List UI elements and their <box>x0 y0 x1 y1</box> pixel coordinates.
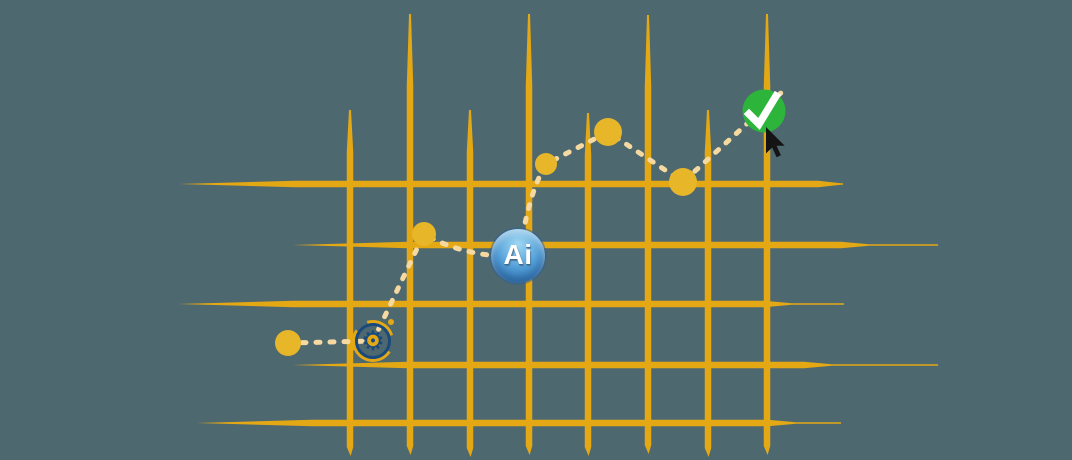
data-point-dot <box>594 118 622 146</box>
gear-cog-glyph: ⚙ <box>360 325 386 357</box>
grid-vertical-line <box>406 14 414 455</box>
data-point-dot <box>535 153 557 175</box>
grid-horizontal-line <box>293 241 938 249</box>
gear-hub <box>365 333 381 349</box>
grid-horizontal-line <box>197 419 841 427</box>
grid-horizontal-line <box>293 361 938 369</box>
data-point-dot <box>412 222 436 246</box>
gear-arrowhead-bottom <box>348 346 354 352</box>
grid-horizontal-line <box>178 300 844 308</box>
check-icon <box>743 90 782 131</box>
ai-icon-label: Ai <box>503 239 533 270</box>
adobe-illustrator-icon: Ai <box>491 229 545 283</box>
grid-vertical-line <box>466 110 474 457</box>
grid-vertical-line <box>763 14 771 455</box>
grid-horizontal-line <box>180 180 843 188</box>
gear-ring <box>355 323 391 359</box>
cursor-arrow-icon <box>766 127 785 158</box>
data-point-dot <box>669 168 697 196</box>
gear-icon: ⚙ <box>344 312 402 370</box>
gear-arrowhead-top <box>388 319 394 325</box>
grid-vertical-line <box>644 15 652 454</box>
grid-vertical-line <box>704 110 712 457</box>
grid-vertical-line <box>346 110 354 456</box>
data-point-dot <box>275 330 301 356</box>
grid-vertical-line <box>584 113 592 456</box>
